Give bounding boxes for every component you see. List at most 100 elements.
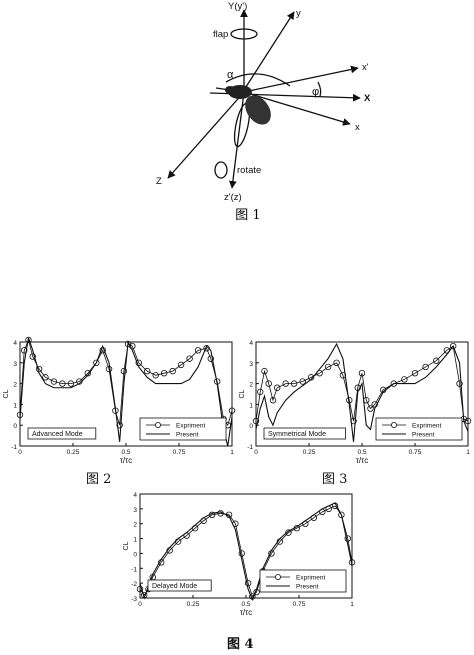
x-tick-label: 1 [230,449,234,456]
experiment-point [432,357,440,364]
label-Y-prime: Y(y') [228,1,247,12]
label-x: x [355,122,360,133]
x-tick-label: 0 [18,449,22,456]
experiment-point [456,380,463,387]
experiment-point [238,550,245,557]
label-z-prime: z'(z) [224,192,242,203]
label-x-prime: x' [362,62,369,73]
experiment-point [143,367,151,375]
caption-fig3: 图 3 [322,472,348,487]
label-phi: φ [312,86,319,98]
x-tick-label: 0.75 [409,449,422,456]
y-tick-label: 3 [13,361,17,368]
y-tick-label: 3 [249,361,253,368]
experiment-point [274,384,281,391]
label-y: y [296,8,301,19]
y-tick-label: 2 [249,382,253,389]
x-tick-label: 0.75 [293,601,306,608]
experiment-point [299,378,306,385]
experiment-point [186,355,193,362]
x-tick-label: 0.25 [187,601,200,608]
experiment-point [160,370,168,377]
legend-experiment-marker [154,422,161,429]
experiment-point [333,359,340,366]
experiment-point [21,347,28,354]
y-tick-label: 1 [13,402,17,409]
label-X: X [364,93,371,104]
label-rotate: rotate [237,165,261,176]
experiment-point [354,384,361,391]
x-tick-label: 0.75 [173,449,186,456]
experiment-point [228,407,236,414]
axis-x-prime [243,65,359,93]
experiment-point [50,378,58,385]
legend-present-label: Present [412,432,435,439]
experiment-point [252,417,260,425]
mode-label: Delayed Mode [152,583,197,590]
experiment-point [244,579,252,587]
series-present-line [255,342,469,442]
legend-experiment-marker [390,422,397,429]
caption-fig4: 图 4 [227,637,254,652]
y-tick-label: 2 [13,382,17,389]
y-axis-label: CL [239,389,246,398]
experiment-point [338,511,345,518]
experiment-point [344,535,351,542]
experiment-point [116,421,123,429]
legend-experiment-marker [274,574,281,581]
x-axis-label: τ/τc [240,608,253,617]
y-tick-label: 4 [13,340,17,347]
experiment-point [285,529,292,536]
experiment-point [371,401,378,408]
y-tick-label: 2 [133,522,137,529]
experiment-point [136,585,144,593]
experiment-point [324,363,332,371]
series-experiment-line [255,345,469,422]
label-Z: Z [156,176,162,187]
y-tick-label: 1 [133,537,137,544]
y-axis-label: CL [3,389,10,398]
x-axis-label: τ/τc [120,456,133,465]
legend-present-label: Present [176,432,199,439]
mode-label: Symmetrical Mode [268,431,326,438]
legend-experiment-label: Expriment [412,423,441,430]
caption-fig1: 图 1 [235,208,260,223]
mode-label-box [147,579,212,592]
experiment-point [29,353,36,360]
y-tick-label: 3 [133,507,137,514]
experiment-point [257,388,264,396]
alpha-arc [225,73,291,87]
y-tick-label: -2 [131,581,137,588]
experiment-point [265,380,272,387]
experiment-point [25,336,32,344]
experiment-point [261,367,268,375]
axis-y [243,11,295,91]
x-tick-label: 1 [350,601,354,608]
legend-experiment-label: Expriment [296,575,325,582]
experiment-point [449,342,457,350]
legend-present-label: Present [296,584,319,591]
series-present-line [19,337,233,447]
mode-label-box [263,427,346,440]
label-alpha: α [227,69,234,81]
experiment-point [59,380,66,387]
y-tick-label: 1 [249,402,253,409]
y-tick-label: 4 [249,340,253,347]
experiment-point [207,355,214,362]
experiment-point [169,367,176,375]
legend-experiment-label: Expriment [176,423,205,430]
experiment-point [194,347,202,354]
y-axis-label: CL [123,541,130,550]
caption-fig2: 图 2 [86,472,112,487]
experiment-point [307,374,315,381]
experiment-point [42,374,49,381]
y-tick-label: -3 [131,596,137,603]
experiment-point [177,361,185,369]
x-tick-label: 0.25 [67,449,80,456]
experiment-point [358,370,366,377]
series-experiment-line [139,505,353,598]
mode-label-box [27,427,97,440]
